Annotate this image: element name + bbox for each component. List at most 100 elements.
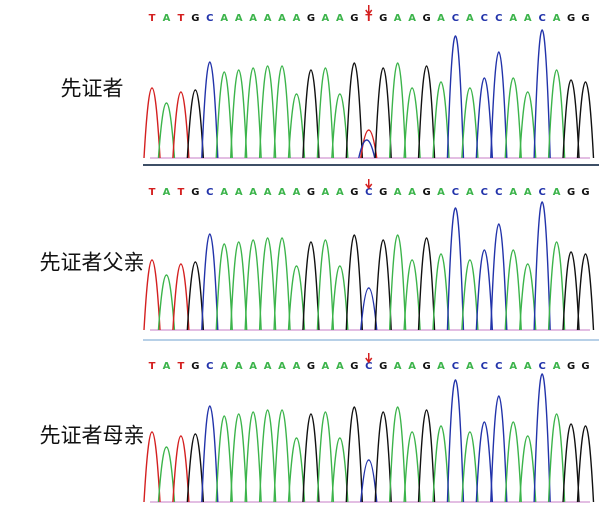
- peak: [274, 410, 290, 502]
- base-call: G: [350, 13, 358, 24]
- peak: [216, 72, 232, 158]
- peak: [549, 414, 565, 502]
- base-call: A: [509, 13, 517, 24]
- peak: [433, 82, 449, 158]
- base-call: A: [408, 187, 416, 198]
- peak: [187, 90, 203, 158]
- base-call: G: [422, 361, 430, 372]
- base-call: C: [481, 361, 488, 372]
- peak: [274, 66, 290, 158]
- peak: [231, 70, 247, 158]
- base-call: T: [149, 13, 156, 24]
- peak: [520, 264, 536, 330]
- peak: [144, 88, 160, 158]
- base-call: A: [336, 187, 344, 198]
- base-call: C: [206, 361, 213, 372]
- peak: [173, 92, 189, 158]
- peak: [375, 240, 391, 330]
- base-call: G: [379, 13, 387, 24]
- base-call: A: [278, 13, 286, 24]
- base-call: A: [264, 361, 272, 372]
- peak: [202, 234, 218, 330]
- peak: [158, 103, 174, 158]
- base-call: C: [538, 361, 545, 372]
- peak: [447, 208, 463, 330]
- peak: [187, 262, 203, 330]
- base-call: T: [177, 361, 184, 372]
- peak: [404, 432, 420, 502]
- base-call: A: [466, 187, 474, 198]
- peak: [346, 407, 362, 502]
- peak: [578, 426, 594, 502]
- base-call: G: [567, 361, 575, 372]
- peak: [289, 438, 305, 502]
- peak: [317, 412, 333, 502]
- peak: [260, 410, 276, 502]
- base-call: G: [567, 187, 575, 198]
- base-call: A: [235, 13, 243, 24]
- base-call: C: [495, 361, 502, 372]
- peak: [245, 412, 261, 502]
- base-call: G: [581, 187, 589, 198]
- peak: [332, 266, 348, 330]
- base-call: A: [553, 13, 561, 24]
- base-call: A: [466, 361, 474, 372]
- base-call: G: [307, 361, 315, 372]
- peak: [534, 202, 550, 330]
- base-call: A: [524, 13, 532, 24]
- peak: [173, 436, 189, 502]
- peak: [534, 30, 550, 158]
- peak: [158, 275, 174, 330]
- base-call: G: [191, 13, 199, 24]
- peak: [332, 94, 348, 158]
- peak: [534, 374, 550, 502]
- peak: [216, 244, 232, 330]
- peak: [317, 68, 333, 158]
- peak: [346, 235, 362, 330]
- base-call: A: [278, 361, 286, 372]
- sample-label: 先证者: [61, 77, 124, 101]
- peak: [274, 238, 290, 330]
- peak: [317, 240, 333, 330]
- base-call: A: [322, 13, 330, 24]
- base-call: G: [307, 13, 315, 24]
- base-call: C: [452, 187, 459, 198]
- peak: [173, 264, 189, 330]
- base-call: A: [235, 361, 243, 372]
- base-call: A: [466, 13, 474, 24]
- base-call: A: [235, 187, 243, 198]
- peak: [491, 224, 507, 330]
- peak: [476, 78, 492, 158]
- peak: [491, 396, 507, 502]
- base-call: A: [163, 13, 171, 24]
- base-call: C: [452, 13, 459, 24]
- peak: [404, 88, 420, 158]
- base-call: A: [437, 13, 445, 24]
- peak: [447, 380, 463, 502]
- base-call: A: [336, 13, 344, 24]
- base-call: A: [264, 187, 272, 198]
- peak: [361, 460, 377, 502]
- peak: [303, 242, 319, 330]
- base-call: C: [206, 187, 213, 198]
- base-call: G: [191, 361, 199, 372]
- peak: [563, 424, 579, 502]
- peak: [476, 250, 492, 330]
- peak: [549, 70, 565, 158]
- peak: [231, 414, 247, 502]
- peak: [505, 422, 521, 502]
- base-call: A: [220, 361, 228, 372]
- base-call: A: [509, 187, 517, 198]
- base-call: T: [177, 187, 184, 198]
- base-call: A: [322, 187, 330, 198]
- base-call: C: [495, 13, 502, 24]
- peak: [505, 250, 521, 330]
- base-call: C: [452, 361, 459, 372]
- base-call: A: [293, 13, 301, 24]
- base-call: A: [249, 361, 257, 372]
- peak: [187, 434, 203, 502]
- peak: [578, 82, 594, 158]
- base-call: C: [495, 187, 502, 198]
- peak: [245, 68, 261, 158]
- base-call: T: [177, 13, 184, 24]
